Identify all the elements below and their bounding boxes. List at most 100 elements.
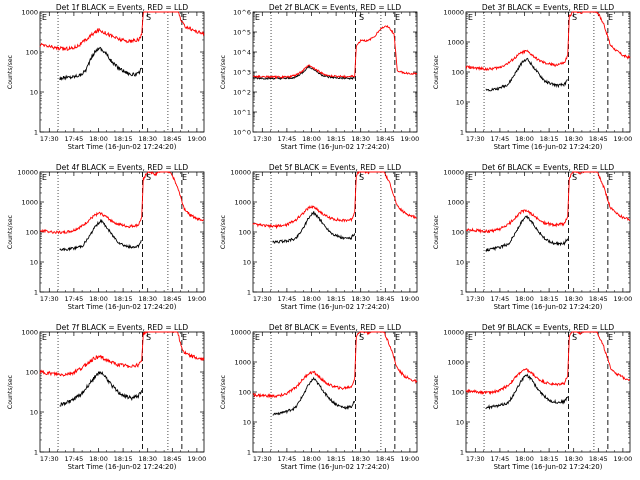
interval-annotation: E xyxy=(608,173,613,182)
y-tick-label: 10000 xyxy=(230,169,251,177)
series-line-events xyxy=(272,211,356,244)
y-tick-label: 100 xyxy=(452,389,464,397)
chart-panel-5: Det 5f BLACK = Events, RED = LLD 1 10 100 10… xyxy=(220,163,419,311)
series-line-lld xyxy=(252,331,418,399)
y-tick-label: 10^6 xyxy=(233,9,251,17)
x-tick-label: 18:15 xyxy=(327,455,346,463)
chart-panel-7: Det 7f BLACK = Events, RED = LLD 1 10 100 10… xyxy=(7,323,206,471)
x-tick-label: 18:30 xyxy=(564,295,583,303)
interval-annotation: E xyxy=(182,333,187,342)
interval-annotation: E xyxy=(608,333,613,342)
y-axis-label: Counts/sec xyxy=(433,54,440,89)
y-tick-label: 100 xyxy=(452,69,464,77)
x-axis-label: Start Time (16-Jun-02 17:24:20) xyxy=(281,463,390,471)
x-tick-label: 18:45 xyxy=(589,295,608,303)
y-tick-label: 100 xyxy=(452,229,464,237)
x-tick-label: 18:30 xyxy=(564,135,583,143)
interval-annotation: E xyxy=(42,333,47,342)
y-tick-label: 1000 xyxy=(234,199,251,207)
x-tick-label: 18:00 xyxy=(89,295,108,303)
x-tick-label: 18:45 xyxy=(589,455,608,463)
x-tick-label: 18:30 xyxy=(351,135,370,143)
y-axis-label: Counts/sec xyxy=(433,214,440,249)
y-tick-label: 1 xyxy=(247,289,251,297)
interval-annotation: S xyxy=(359,333,364,342)
plot-frame xyxy=(252,171,418,293)
x-tick-label: 18:45 xyxy=(376,295,395,303)
chart-panel-3: Det 3f BLACK = Events, RED = LLD 1 10 100 10… xyxy=(433,3,632,151)
y-tick-label: 1 xyxy=(460,449,464,457)
x-tick-label: 17:45 xyxy=(491,295,510,303)
y-tick-label: 1000 xyxy=(21,199,38,207)
chart-title: Det 5f BLACK = Events, RED = LLD xyxy=(269,163,402,172)
series-line-events xyxy=(485,215,569,253)
y-tick-label: 10 xyxy=(30,89,38,97)
x-axis-label: Start Time (16-Jun-02 17:24:20) xyxy=(68,463,177,471)
y-tick-label: 1000 xyxy=(447,359,464,367)
x-tick-label: 18:45 xyxy=(376,455,395,463)
y-axis-label: Counts/sec xyxy=(220,374,227,409)
y-tick-label: 10^1 xyxy=(233,109,251,117)
x-tick-label: 18:15 xyxy=(114,135,133,143)
chart-panel-8: Det 8f BLACK = Events, RED = LLD 1 10 100 10… xyxy=(220,323,419,471)
x-tick-label: 19:00 xyxy=(614,455,633,463)
chart-panel-4: Det 4f BLACK = Events, RED = LLD 1 10 100 10… xyxy=(7,163,206,311)
x-tick-label: 19:00 xyxy=(188,455,207,463)
y-tick-label: 1 xyxy=(460,129,464,137)
x-axis-label: Start Time (16-Jun-02 17:24:20) xyxy=(494,303,603,311)
chart-title: Det 4f BLACK = Events, RED = LLD xyxy=(56,163,189,172)
x-tick-label: 18:15 xyxy=(540,295,559,303)
y-tick-label: 10^5 xyxy=(233,29,251,37)
interval-annotation: S xyxy=(146,13,151,22)
x-tick-label: 18:30 xyxy=(351,455,370,463)
y-tick-label: 10 xyxy=(243,419,251,427)
x-tick-label: 18:30 xyxy=(564,455,583,463)
y-tick-label: 1000 xyxy=(21,329,38,337)
x-tick-label: 19:00 xyxy=(401,135,420,143)
chart-panel-6: Det 6f BLACK = Events, RED = LLD 1 10 100 10… xyxy=(433,163,632,311)
y-tick-label: 10 xyxy=(456,419,464,427)
interval-annotation: E xyxy=(42,173,47,182)
y-tick-label: 10 xyxy=(243,259,251,267)
x-tick-label: 17:45 xyxy=(65,295,84,303)
chart-title: Det 2f BLACK = Events, RED = LLD xyxy=(269,3,402,12)
y-tick-label: 10000 xyxy=(17,169,38,177)
interval-annotation: E xyxy=(182,173,187,182)
y-tick-label: 10000 xyxy=(230,329,251,337)
x-axis-label: Start Time (16-Jun-02 17:24:20) xyxy=(494,463,603,471)
interval-annotation: S xyxy=(359,13,364,22)
x-tick-label: 18:45 xyxy=(163,135,182,143)
x-tick-label: 17:30 xyxy=(466,135,485,143)
series-line-events xyxy=(485,57,568,92)
interval-annotation: E xyxy=(395,333,400,342)
x-tick-label: 17:30 xyxy=(253,455,272,463)
x-tick-label: 17:30 xyxy=(253,135,272,143)
y-tick-label: 1 xyxy=(460,289,464,297)
x-tick-label: 18:30 xyxy=(138,295,157,303)
plot-frame xyxy=(252,11,418,133)
x-axis-label: Start Time (16-Jun-02 17:24:20) xyxy=(281,143,390,151)
x-tick-label: 19:00 xyxy=(188,295,207,303)
x-tick-label: 18:45 xyxy=(163,295,182,303)
series-line-events xyxy=(272,376,356,416)
x-tick-label: 19:00 xyxy=(188,135,207,143)
interval-annotation: E xyxy=(255,333,260,342)
series-line-lld xyxy=(465,11,631,72)
y-tick-label: 10 xyxy=(456,259,464,267)
chart-title: Det 1f BLACK = Events, RED = LLD xyxy=(56,3,189,12)
x-tick-label: 18:30 xyxy=(138,455,157,463)
x-tick-label: 18:00 xyxy=(89,455,108,463)
x-tick-label: 17:45 xyxy=(65,455,84,463)
chart-title: Det 3f BLACK = Events, RED = LLD xyxy=(482,3,615,12)
x-tick-label: 17:30 xyxy=(466,295,485,303)
series-line-events xyxy=(59,370,143,407)
y-tick-label: 100 xyxy=(239,229,251,237)
y-tick-label: 100 xyxy=(239,389,251,397)
y-tick-label: 1000 xyxy=(234,359,251,367)
x-tick-label: 17:45 xyxy=(278,135,297,143)
y-tick-label: 1 xyxy=(247,449,251,457)
y-axis-label: Counts/sec xyxy=(220,214,227,249)
chart-title: Det 8f BLACK = Events, RED = LLD xyxy=(269,323,402,332)
y-tick-label: 10000 xyxy=(443,169,464,177)
